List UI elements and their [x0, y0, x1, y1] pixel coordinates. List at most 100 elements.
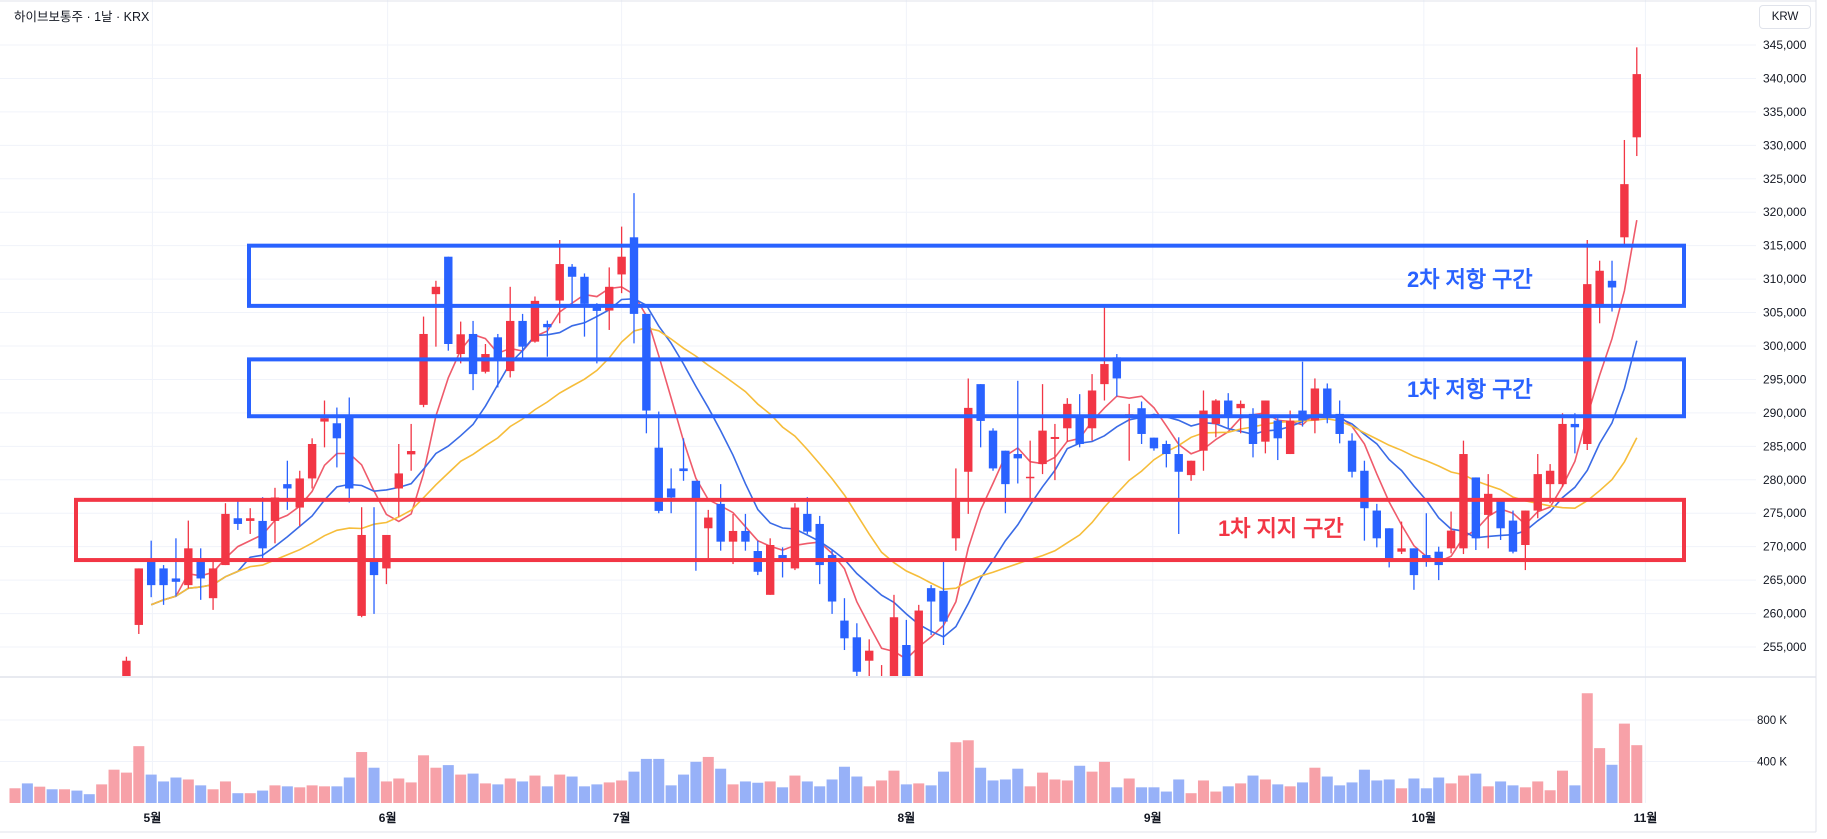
y-tick-label: 330,000 [1763, 138, 1807, 152]
x-tick-label: 11월 [1634, 810, 1658, 825]
volume-bar [1136, 787, 1148, 803]
volume-bar [1049, 779, 1061, 803]
candle-body [208, 568, 218, 599]
volume-bar [1074, 765, 1086, 803]
candle-body [1323, 388, 1332, 418]
candle-body [1484, 493, 1493, 515]
candle-body [1001, 450, 1010, 485]
candle [184, 520, 193, 589]
volume-bar [517, 781, 529, 803]
volume-bar [1371, 780, 1383, 803]
volume-bar [826, 779, 838, 803]
candle [617, 226, 626, 294]
candle [171, 538, 181, 597]
candle-body [1397, 548, 1406, 552]
y-tick-label: 275,000 [1763, 506, 1807, 520]
y-tick-label: 295,000 [1763, 372, 1807, 386]
y-tick-label: 265,000 [1763, 573, 1807, 587]
candle-body [1050, 436, 1060, 439]
candle-body [357, 534, 366, 616]
volume-bar [1445, 783, 1457, 803]
candle [233, 498, 243, 530]
candle-body [865, 650, 874, 661]
volume-bar [343, 777, 355, 803]
candle-body [1620, 184, 1629, 238]
candle [1372, 503, 1381, 548]
volume-bar [1470, 773, 1482, 803]
volume-bar [1123, 778, 1135, 803]
volume-bar [1086, 771, 1098, 803]
volume-bar [170, 777, 182, 803]
y-tick-label: 340,000 [1763, 71, 1807, 85]
zone-box[interactable] [247, 243, 1686, 308]
candle [357, 507, 366, 618]
volume-bar [715, 768, 727, 803]
candle-body [1285, 420, 1295, 455]
candle [1186, 460, 1196, 481]
volume-bar [232, 793, 244, 803]
candle [939, 560, 948, 646]
volume-bar [455, 774, 467, 803]
volume-bar [814, 786, 826, 803]
volume-bar [752, 782, 764, 803]
candle-body [914, 610, 923, 676]
volume-bar [96, 784, 108, 803]
volume-bar [764, 781, 776, 803]
volume-bar [83, 794, 95, 803]
candle [1174, 437, 1183, 534]
zone-box[interactable] [247, 357, 1686, 419]
volume-bar [430, 767, 442, 803]
candle-body [493, 337, 503, 360]
candle [530, 296, 540, 343]
volume-bar [504, 778, 516, 803]
candle [196, 548, 205, 600]
candle [543, 320, 552, 357]
candle [307, 438, 317, 489]
volume-bar [851, 776, 863, 803]
volume-bar [294, 787, 306, 803]
candle [815, 515, 824, 585]
volume-bar [591, 784, 603, 803]
volume-bar [789, 775, 801, 803]
candle-body [345, 416, 354, 489]
candle-body [146, 558, 156, 586]
y-tick-label: 315,000 [1763, 239, 1807, 253]
volume-bar [306, 785, 318, 803]
candle-body [988, 430, 998, 469]
volume-bar [1618, 723, 1630, 803]
candle-body [530, 300, 540, 342]
volume-bar [925, 785, 937, 803]
candle [840, 598, 849, 651]
candle-body [852, 637, 862, 672]
candle [988, 428, 998, 471]
candle [803, 497, 812, 534]
candle-body [840, 620, 849, 639]
volume-bar [59, 789, 71, 803]
volume-bar [1037, 772, 1049, 803]
candle [1100, 306, 1109, 401]
candle-body [951, 498, 961, 539]
candle-body [803, 513, 812, 532]
candle-body [1211, 400, 1221, 424]
zone-box[interactable] [74, 497, 1686, 563]
candle-body [1013, 454, 1022, 459]
candle-body [1137, 408, 1146, 434]
volume-bar [1606, 764, 1618, 803]
volume-bar [207, 789, 219, 803]
candle-body [1496, 500, 1505, 529]
volume-bar [727, 784, 739, 803]
volume-bar [467, 773, 479, 803]
volume-bar [145, 774, 157, 803]
candle [889, 594, 899, 676]
candle [1162, 440, 1171, 468]
volume-bar [801, 781, 813, 803]
currency-button[interactable]: KRW [1759, 5, 1811, 29]
candle [431, 280, 441, 347]
candle [1558, 413, 1567, 487]
candle-body [728, 530, 738, 542]
candle-body [295, 478, 304, 508]
candle [728, 513, 738, 565]
zone-label: 1차 저항 구간 [1407, 377, 1533, 402]
volume-bar [1581, 693, 1593, 803]
